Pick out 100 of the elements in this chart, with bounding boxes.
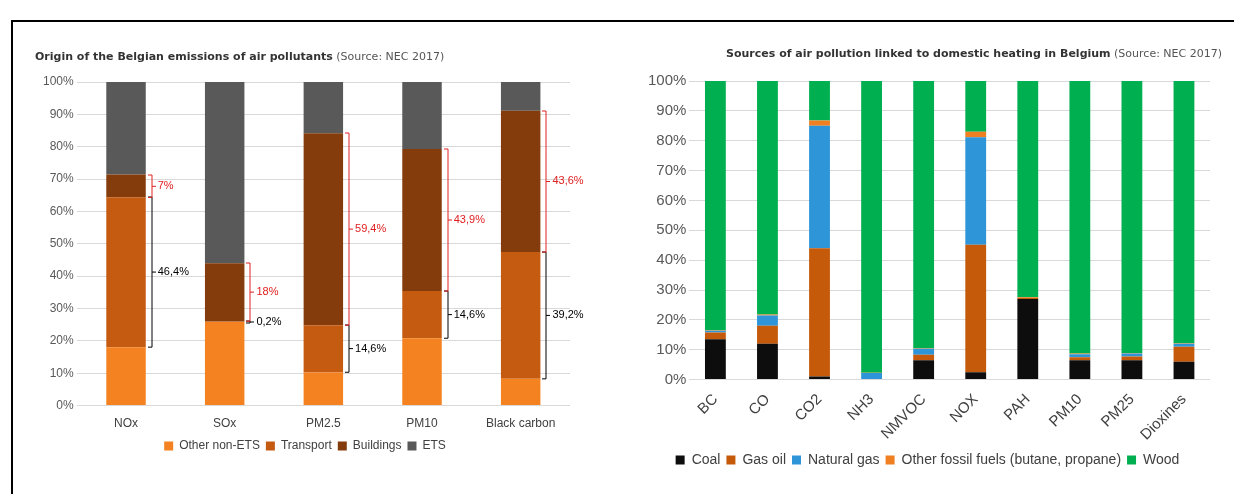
legend-label: Other fossil fuels (butane, propane) — [901, 450, 1122, 467]
legend-label: Gas oil — [742, 450, 787, 467]
bar — [704, 332, 726, 340]
bar — [757, 343, 778, 380]
y-tick-label: 70% — [49, 171, 75, 186]
bar — [106, 174, 146, 198]
x-tick-label: CO — [744, 389, 773, 418]
bar — [500, 251, 541, 379]
bar — [402, 338, 442, 406]
bar — [1017, 81, 1039, 298]
bar — [1121, 360, 1143, 380]
bar — [965, 137, 987, 245]
y-tick-label: 50% — [656, 220, 687, 238]
bar — [913, 81, 935, 349]
bar — [913, 360, 935, 380]
bar — [1069, 81, 1091, 354]
y-tick-label: 40% — [49, 268, 75, 283]
x-tick-label: PM10 — [406, 416, 438, 431]
x-tick-label: NOx — [114, 416, 139, 431]
bar — [204, 322, 245, 406]
legend-label: Wood — [1143, 450, 1180, 467]
y-tick-label: 20% — [656, 310, 687, 328]
y-tick-label: 0% — [664, 369, 687, 387]
bar — [204, 263, 245, 322]
x-tick-label: PM2.5 — [306, 416, 342, 431]
bar — [704, 81, 726, 331]
bar — [1173, 81, 1195, 344]
y-tick-label: 30% — [49, 300, 75, 315]
legend-label: ETS — [422, 438, 446, 453]
y-tick-label: 60% — [656, 190, 687, 208]
bar — [809, 125, 830, 249]
bar — [106, 82, 146, 175]
bar — [402, 291, 442, 339]
bar — [106, 347, 146, 406]
y-tick-label: 90% — [656, 101, 687, 118]
y-tick-label: 50% — [49, 236, 75, 251]
legend-label: Natural gas — [808, 450, 880, 467]
bar — [303, 82, 344, 134]
data-label: 0,2% — [256, 314, 282, 327]
data-label: 39,2% — [552, 308, 584, 321]
x-tick-label: SOx — [213, 416, 237, 431]
bar — [913, 348, 935, 355]
x-tick-label: Black carbon — [485, 416, 556, 431]
legend-label: Other non-ETS — [179, 438, 260, 453]
bar — [1121, 81, 1143, 354]
bar — [303, 325, 344, 373]
bar — [500, 110, 541, 252]
text: (Source: NEC 2017) — [1113, 47, 1222, 60]
y-tick-label: 80% — [656, 130, 687, 148]
bar — [704, 339, 726, 380]
y-tick-label: 60% — [49, 203, 75, 218]
bar — [757, 325, 778, 344]
bar — [913, 354, 935, 361]
data-label: 43,9% — [453, 213, 486, 226]
bar — [402, 148, 442, 292]
bar — [303, 133, 344, 326]
y-tick-label: 0% — [56, 397, 75, 412]
bar — [965, 81, 987, 132]
bar — [402, 82, 442, 149]
y-tick-label: 90% — [49, 106, 75, 121]
legend-label: Coal — [691, 450, 721, 467]
bar — [1069, 360, 1091, 380]
bar — [861, 373, 882, 380]
bar — [861, 81, 882, 373]
bar — [809, 120, 830, 126]
legend-label: Transport — [280, 438, 333, 453]
bar — [965, 372, 987, 380]
y-tick-label: 40% — [656, 250, 687, 268]
y-tick-label: 70% — [656, 160, 687, 178]
bar — [106, 197, 146, 348]
bar — [204, 82, 245, 264]
bar — [757, 315, 778, 326]
chart-title: Sources of air pollution linked to domestic heating in Belgium — [726, 47, 1111, 60]
data-label: 46,4% — [157, 265, 190, 278]
legend-label: Buildings — [352, 438, 402, 453]
data-label: 14,6% — [355, 342, 387, 354]
y-tick-label: 10% — [656, 339, 687, 357]
bar — [809, 81, 830, 121]
bar — [303, 372, 344, 406]
chart-title: Origin of the Belgian emissions of air pollutants — [35, 50, 333, 63]
bar — [1017, 298, 1039, 380]
data-label: 43,6% — [552, 174, 584, 187]
data-label: 59,4% — [355, 222, 387, 235]
data-label: 18% — [256, 285, 279, 298]
y-tick-label: 20% — [49, 333, 75, 348]
bar — [809, 248, 830, 377]
bar — [500, 378, 541, 406]
bar — [757, 81, 778, 315]
text: (Source: NEC 2017) — [335, 50, 445, 63]
y-tick-label: 100% — [647, 71, 687, 89]
bar — [1173, 346, 1195, 362]
y-tick-label: 30% — [656, 280, 687, 298]
y-tick-label: 80% — [49, 139, 75, 154]
y-tick-label: 10% — [49, 365, 75, 380]
x-tick-label: BC — [693, 389, 721, 417]
bar — [965, 131, 987, 138]
data-label: 14,6% — [453, 307, 486, 320]
data-label: 7% — [157, 178, 174, 191]
y-tick-label: 100% — [42, 74, 75, 89]
bar — [500, 82, 541, 111]
